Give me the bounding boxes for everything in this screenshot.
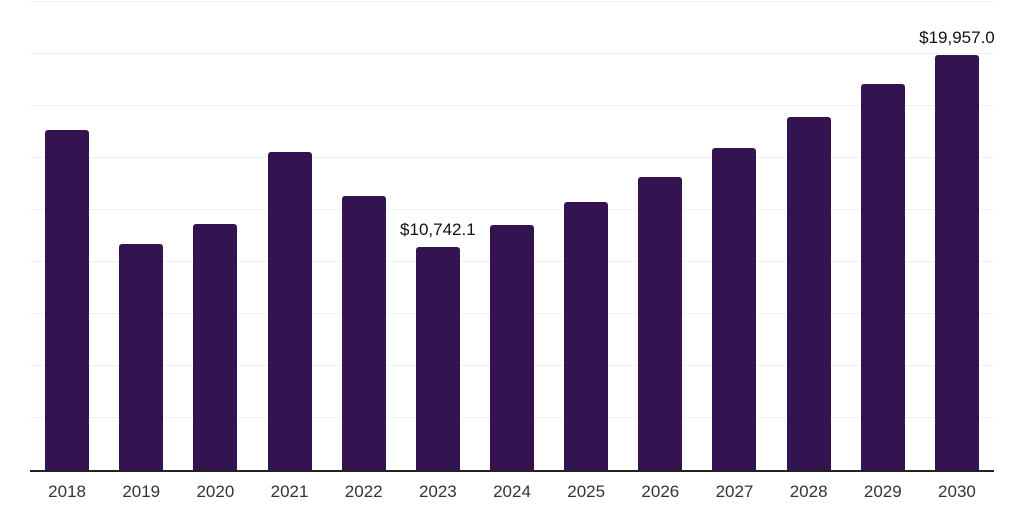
bar-2025[interactable] <box>564 201 609 470</box>
bar-slot-2020 <box>178 2 252 470</box>
bar-2021[interactable] <box>267 151 312 470</box>
bar-slot-2029 <box>846 2 920 470</box>
bar-2030[interactable] <box>934 54 979 470</box>
x-tick-label-2020: 2020 <box>196 482 235 501</box>
plot-area: $10,742.1 $19,957.0 <box>30 1 995 472</box>
bar-slot-2024 <box>475 2 549 470</box>
x-tick-label-2023: 2023 <box>418 482 457 501</box>
bar-2018[interactable] <box>45 129 90 470</box>
bar-slot-2030: $19,957.0 <box>919 2 995 470</box>
x-tick-label-2027: 2027 <box>715 482 754 501</box>
x-tick-label-2025: 2025 <box>567 482 606 501</box>
bar-slot-2019 <box>104 2 178 470</box>
x-tick-label-2018: 2018 <box>48 482 86 501</box>
bar-2022[interactable] <box>341 196 386 470</box>
bar-2027[interactable] <box>712 147 757 470</box>
bar-2024[interactable] <box>490 225 535 470</box>
x-tick-label-2022: 2022 <box>344 482 383 501</box>
bar-2028[interactable] <box>786 117 831 470</box>
bar-2026[interactable] <box>638 176 683 470</box>
x-tick-label-2029: 2029 <box>863 482 902 501</box>
bar-2029[interactable] <box>860 83 905 470</box>
bar-2020[interactable] <box>193 223 238 470</box>
bar-2023[interactable] <box>415 246 460 470</box>
x-axis-labels: 2018 2019 2020 2021 2022 2023 2024 2025 2026 2027… <box>30 482 994 502</box>
bar-slot-2018 <box>30 2 104 470</box>
x-tick-label-2021: 2021 <box>270 482 309 501</box>
bar-slot-2023: $10,742.1 <box>400 2 476 470</box>
bar-slot-2027 <box>697 2 771 470</box>
bar-slot-2021 <box>252 2 326 470</box>
bar-2019[interactable] <box>119 243 164 470</box>
bar-slot-2026 <box>623 2 697 470</box>
x-tick-label-2030: 2030 <box>938 482 976 501</box>
x-tick-label-2024: 2024 <box>493 482 531 501</box>
x-tick-label-2019: 2019 <box>122 482 161 501</box>
data-label-2030: $19,957.0 <box>919 27 995 47</box>
bar-slot-2028 <box>772 2 846 470</box>
data-label-2023: $10,742.1 <box>400 219 476 239</box>
x-tick-label-2028: 2028 <box>789 482 828 501</box>
x-tick-label-2026: 2026 <box>641 482 680 501</box>
bar-slot-2025 <box>549 2 623 470</box>
bar-slot-2022 <box>327 2 401 470</box>
